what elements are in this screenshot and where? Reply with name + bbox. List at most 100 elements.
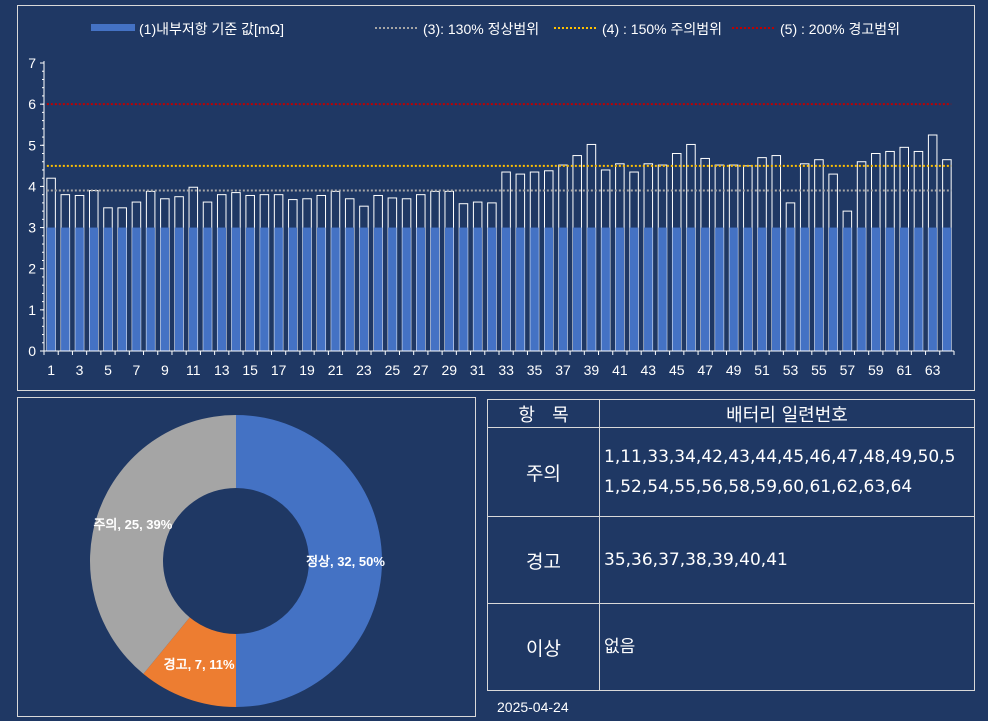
reference-bar xyxy=(772,227,781,351)
row-serials: 35,36,37,38,39,40,41 xyxy=(599,516,975,604)
reference-bar xyxy=(544,227,554,351)
reference-bar xyxy=(189,227,198,351)
x-tick-label: 9 xyxy=(161,362,169,378)
x-tick-label: 51 xyxy=(754,362,770,378)
reference-bar xyxy=(700,227,710,351)
reference-bar xyxy=(146,227,155,351)
table-row: 주의 1,11,33,34,42,43,44,45,46,47,48,49,50… xyxy=(487,427,975,517)
x-tick-label: 61 xyxy=(896,362,912,378)
reference-lines xyxy=(46,103,952,192)
x-tick-label: 45 xyxy=(669,362,685,378)
table-row: 경고 35,36,37,38,39,40,41 xyxy=(487,516,975,604)
reference-bar xyxy=(402,227,411,351)
donut-slices xyxy=(90,415,382,707)
y-tick-label: 0 xyxy=(28,343,36,359)
x-tick-label: 27 xyxy=(413,362,429,378)
reference-bar xyxy=(601,227,610,351)
slice-label: 주의, 25, 39% xyxy=(93,517,172,532)
y-tick-label: 3 xyxy=(28,220,36,236)
reference-bar xyxy=(629,227,639,351)
table-row: 이상 없음 xyxy=(487,603,975,691)
reference-bar xyxy=(885,227,895,351)
reference-bar xyxy=(572,227,582,351)
x-tick-label: 5 xyxy=(104,362,112,378)
reference-bar xyxy=(444,227,454,351)
bars xyxy=(46,134,952,352)
x-tick-label: 39 xyxy=(584,362,600,378)
x-tick-label: 3 xyxy=(76,362,84,378)
reference-bar xyxy=(89,227,99,351)
report-date: 2025-04-24 xyxy=(497,699,569,715)
reference-bar xyxy=(658,227,667,351)
reference-bar xyxy=(245,227,255,351)
x-tick-label: 47 xyxy=(697,362,713,378)
slice-label: 경고, 7, 11% xyxy=(164,657,235,672)
reference-bar xyxy=(274,227,283,351)
y-tick-label: 2 xyxy=(28,261,36,277)
reference-bar xyxy=(786,227,795,351)
x-tick-label: 21 xyxy=(328,362,344,378)
reference-bar xyxy=(75,227,84,351)
donut-slice xyxy=(143,617,236,707)
x-tick-label: 35 xyxy=(527,362,543,378)
row-item-label: 주의 xyxy=(487,427,600,517)
x-tick-label: 53 xyxy=(783,362,799,378)
reference-bar xyxy=(516,227,525,351)
reference-bar xyxy=(160,227,170,351)
x-tick-label: 25 xyxy=(385,362,401,378)
x-tick-label: 1 xyxy=(47,362,55,378)
reference-bar xyxy=(373,227,383,351)
reference-bar xyxy=(388,227,397,351)
reference-bar xyxy=(302,227,312,351)
reference-bar xyxy=(914,227,923,351)
x-tick-label: 29 xyxy=(441,362,457,378)
pie-chart-panel: 정상, 32, 50% 경고, 7, 11% 주의, 25, 39% xyxy=(17,397,476,717)
bar-chart-panel: (1)내부저항 기준 값[mΩ] (3): 130% 정상범위 (4) : 150%… xyxy=(17,5,975,391)
reference-bar xyxy=(46,227,56,351)
x-tick-label: 7 xyxy=(133,362,141,378)
reference-bar xyxy=(587,227,596,351)
legend-swatch xyxy=(91,24,135,31)
reference-bar xyxy=(558,227,568,351)
y-tick-label: 5 xyxy=(28,137,36,153)
reference-bar xyxy=(231,227,241,351)
reference-bar xyxy=(501,227,511,351)
x-tick-label: 19 xyxy=(299,362,315,378)
y-tick-label: 7 xyxy=(28,55,36,71)
x-tick-label: 55 xyxy=(811,362,827,378)
header-serials: 배터리 일련번호 xyxy=(599,399,975,428)
y-tick-label: 6 xyxy=(28,96,36,112)
header-item: 항 목 xyxy=(487,399,600,428)
reference-bar xyxy=(217,227,226,351)
reference-bar xyxy=(615,227,625,351)
legend-label: (4) : 150% 주의범위 xyxy=(602,21,722,37)
legend-label: (1)내부저항 기준 값[mΩ] xyxy=(139,21,284,37)
x-tick-label: 11 xyxy=(186,362,201,378)
reference-bar xyxy=(814,227,824,351)
reference-bar xyxy=(828,227,838,351)
x-tick-label: 33 xyxy=(498,362,514,378)
donut-slice xyxy=(90,415,236,674)
reference-bar xyxy=(359,227,369,351)
x-tick-label: 17 xyxy=(271,362,287,378)
x-tick-label: 13 xyxy=(214,362,230,378)
reference-bar xyxy=(757,227,767,351)
legend-label: (3): 130% 정상범위 xyxy=(423,21,539,37)
donut-slice xyxy=(236,415,382,707)
reference-bar xyxy=(331,227,340,351)
x-tick-label: 41 xyxy=(612,362,628,378)
reference-bar xyxy=(288,227,298,351)
table-header-row: 항 목 배터리 일련번호 xyxy=(487,399,975,428)
reference-bar xyxy=(459,227,468,351)
x-tick-label: 37 xyxy=(555,362,571,378)
reference-bar xyxy=(203,227,212,351)
reference-bar xyxy=(857,227,866,351)
reference-bar xyxy=(430,227,440,351)
x-tick-label: 15 xyxy=(242,362,258,378)
status-table: 항 목 배터리 일련번호 주의 1,11,33,34,42,43,44,45,4… xyxy=(487,399,975,691)
reference-bar xyxy=(729,227,738,351)
x-tick-label: 43 xyxy=(641,362,657,378)
reference-bar xyxy=(871,227,881,351)
bar-chart: (1)내부저항 기준 값[mΩ] (3): 130% 정상범위 (4) : 150%… xyxy=(28,21,955,378)
reference-bar xyxy=(260,227,269,351)
